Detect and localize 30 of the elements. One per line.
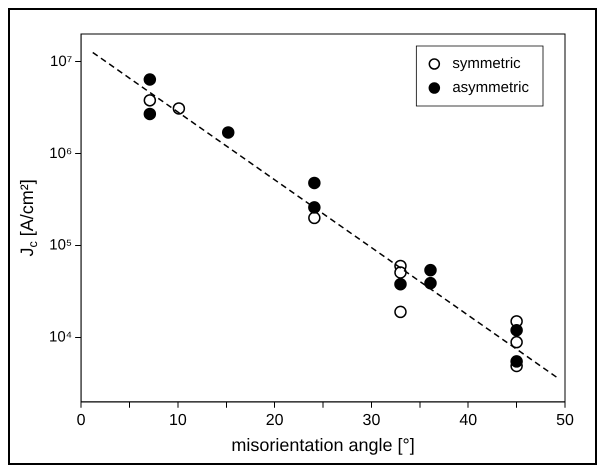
point <box>394 266 407 279</box>
point <box>510 336 523 348</box>
y-axis-title: Jc [A/cm²] <box>16 179 40 257</box>
x-tick-label: 50 <box>556 412 574 429</box>
point <box>222 126 234 139</box>
point <box>144 108 156 120</box>
y-tick-label: 10⁴ <box>48 328 72 346</box>
x-tick-label: 30 <box>362 412 380 429</box>
point <box>308 212 321 224</box>
point <box>394 278 407 290</box>
point <box>144 73 156 86</box>
point <box>510 355 523 368</box>
y-tick-label: 10⁷ <box>50 52 72 70</box>
x-tick-label: 10 <box>169 412 187 429</box>
x-tick-label: 20 <box>266 412 284 429</box>
point <box>424 264 437 276</box>
point <box>308 176 321 190</box>
point <box>510 324 523 336</box>
x-tick-label: 0 <box>76 412 86 429</box>
legend-label: symmetric <box>452 55 522 72</box>
point <box>308 201 321 214</box>
legend-label: asymmetric <box>452 79 530 96</box>
point <box>424 276 437 290</box>
x-tick-label: 40 <box>459 412 478 429</box>
x-axis-title: misorientation angle [°] <box>231 434 415 455</box>
y-tick-label: 10⁵ <box>49 236 72 254</box>
point <box>394 306 407 318</box>
y-tick-label: 10⁶ <box>49 144 72 162</box>
point <box>144 94 156 107</box>
point <box>172 102 186 115</box>
